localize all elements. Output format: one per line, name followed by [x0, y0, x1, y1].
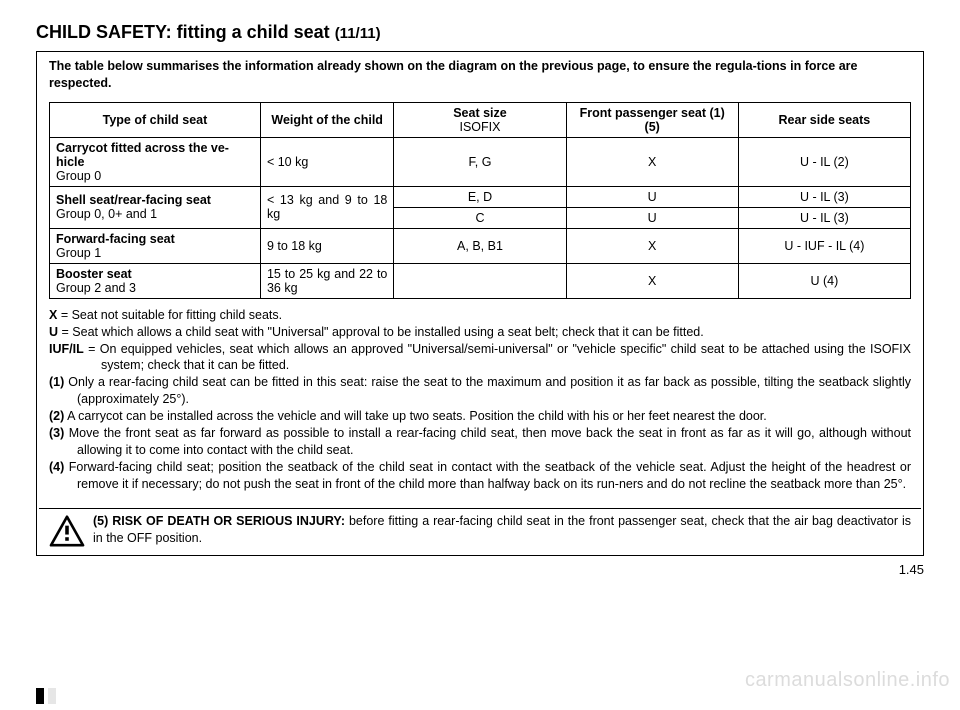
- legend-line: (3) Move the front seat as far forward a…: [49, 425, 911, 459]
- table-row: Booster seat Group 2 and 3 15 to 25 kg a…: [50, 263, 911, 298]
- page-container: CHILD SAFETY: fitting a child seat (11/1…: [0, 0, 960, 587]
- cell-rear: U - IL (3): [738, 207, 910, 228]
- th-size: Seat size ISOFIX: [394, 102, 566, 137]
- legend-line: (1) Only a rear-facing child seat can be…: [49, 374, 911, 408]
- cell-size: A, B, B1: [394, 228, 566, 263]
- page-title: CHILD SAFETY: fitting a child seat (11/1…: [36, 22, 924, 43]
- type-rest: Group 2 and 3: [56, 281, 136, 295]
- cell-weight: < 10 kg: [260, 137, 393, 186]
- footer-marks: [36, 688, 56, 704]
- cell-weight: 15 to 25 kg and 22 to 36 kg: [260, 263, 393, 298]
- cell-rear: U - IL (3): [738, 186, 910, 207]
- type-bold: Carrycot fitted across the ve-hicle: [56, 141, 229, 169]
- cell-type: Forward-facing seat Group 1: [50, 228, 261, 263]
- title-main: CHILD SAFETY: fitting a child seat: [36, 22, 335, 42]
- th-rear: Rear side seats: [738, 102, 910, 137]
- cell-size: F, G: [394, 137, 566, 186]
- legend-key: U: [49, 325, 58, 339]
- cell-weight: < 13 kg and 9 to 18 kg: [260, 186, 393, 228]
- mark-dark: [36, 688, 44, 704]
- th-size-top: Seat size: [453, 106, 507, 120]
- type-bold: Booster seat: [56, 267, 132, 281]
- th-type: Type of child seat: [50, 102, 261, 137]
- legend-key: (2): [49, 409, 64, 423]
- legend-key: IUF/IL: [49, 342, 84, 356]
- legend-text: Forward-facing child seat; position the …: [64, 460, 911, 491]
- legend-text: = Seat not suitable for fitting child se…: [57, 308, 282, 322]
- legend-key: (1): [49, 375, 64, 389]
- type-rest: Group 0: [56, 169, 101, 183]
- cell-size: [394, 263, 566, 298]
- legend-text: = Seat which allows a child seat with "U…: [58, 325, 704, 339]
- cell-type: Shell seat/rear-facing seat Group 0, 0+ …: [50, 186, 261, 228]
- legend-text: A carrycot can be installed across the v…: [64, 409, 766, 423]
- cell-front: X: [566, 263, 738, 298]
- cell-front: X: [566, 137, 738, 186]
- table-row: Forward-facing seat Group 1 9 to 18 kg A…: [50, 228, 911, 263]
- warning-box: (5) RISK OF DEATH OR SERIOUS INJURY: bef…: [39, 508, 921, 553]
- legend-key: (3): [49, 426, 64, 440]
- type-bold: Forward-facing seat: [56, 232, 175, 246]
- legend-key: (4): [49, 460, 64, 474]
- content-box: The table below summarises the informati…: [36, 51, 924, 556]
- page-number: 1.45: [36, 562, 924, 577]
- table-row: Carrycot fitted across the ve-hicle Grou…: [50, 137, 911, 186]
- cell-rear: U - IL (2): [738, 137, 910, 186]
- type-rest: Group 1: [56, 246, 101, 260]
- legend-text: Only a rear-facing child seat can be fit…: [64, 375, 911, 406]
- title-sub: (11/11): [335, 25, 381, 42]
- cell-size: E, D: [394, 186, 566, 207]
- legend-block: X = Seat not suitable for fitting child …: [49, 307, 911, 493]
- cell-type: Booster seat Group 2 and 3: [50, 263, 261, 298]
- content-inner: The table below summarises the informati…: [39, 54, 921, 500]
- legend-text: = On equipped vehicles, seat which allow…: [84, 342, 911, 373]
- legend-line: U = Seat which allows a child seat with …: [49, 324, 911, 341]
- watermark: carmanualsonline.info: [745, 669, 950, 692]
- cell-front: U: [566, 207, 738, 228]
- cell-rear: U (4): [738, 263, 910, 298]
- warning-text: (5) RISK OF DEATH OR SERIOUS INJURY: bef…: [93, 513, 911, 547]
- th-front: Front passenger seat (1) (5): [566, 102, 738, 137]
- warning-icon: [49, 515, 85, 547]
- intro-text: The table below summarises the informati…: [49, 58, 911, 92]
- legend-text: Move the front seat as far forward as po…: [64, 426, 911, 457]
- legend-line: IUF/IL = On equipped vehicles, seat whic…: [49, 341, 911, 375]
- seat-table: Type of child seat Weight of the child S…: [49, 102, 911, 299]
- th-size-sub: ISOFIX: [459, 120, 500, 134]
- legend-line: (4) Forward-facing child seat; position …: [49, 459, 911, 493]
- legend-line: X = Seat not suitable for fitting child …: [49, 307, 911, 324]
- table-header-row: Type of child seat Weight of the child S…: [50, 102, 911, 137]
- cell-weight: 9 to 18 kg: [260, 228, 393, 263]
- cell-size: C: [394, 207, 566, 228]
- cell-rear: U - IUF - IL (4): [738, 228, 910, 263]
- type-bold: Shell seat/rear-facing seat: [56, 193, 211, 207]
- cell-front: U: [566, 186, 738, 207]
- table-row: Shell seat/rear-facing seat Group 0, 0+ …: [50, 186, 911, 207]
- th-weight: Weight of the child: [260, 102, 393, 137]
- cell-front: X: [566, 228, 738, 263]
- mark-light: [48, 688, 56, 704]
- legend-line: (2) A carrycot can be installed across t…: [49, 408, 911, 425]
- type-rest: Group 0, 0+ and 1: [56, 207, 157, 221]
- cell-type: Carrycot fitted across the ve-hicle Grou…: [50, 137, 261, 186]
- warning-label: (5) RISK OF DEATH OR SERIOUS INJURY:: [93, 514, 345, 528]
